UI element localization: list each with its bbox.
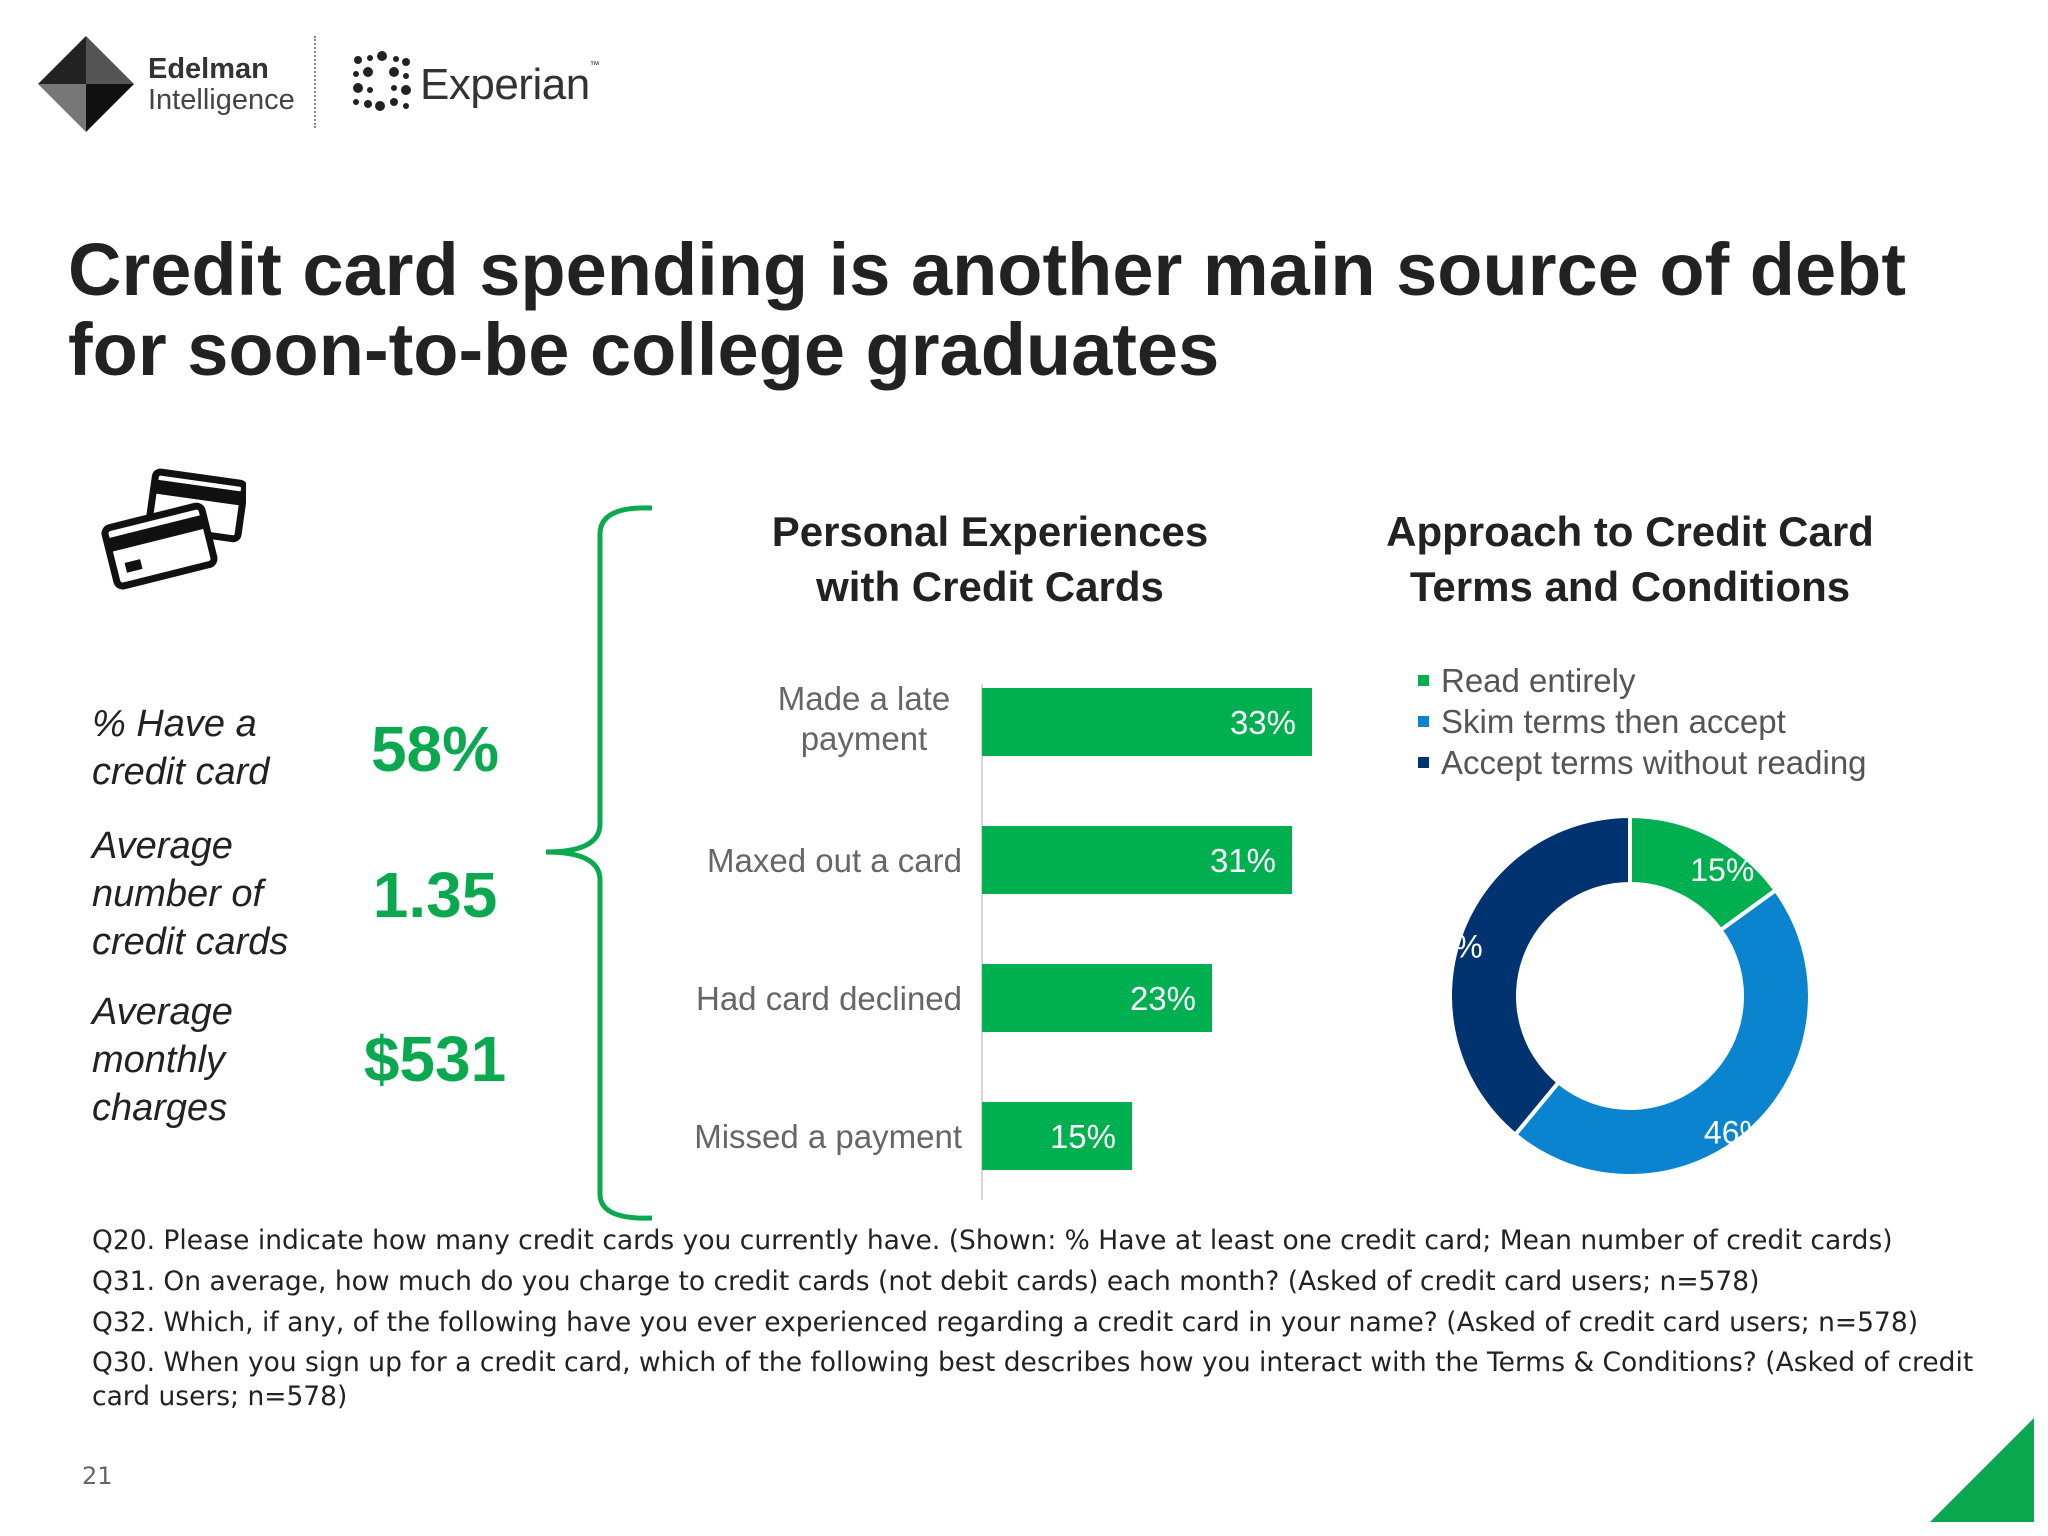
stat-label-monthly-charges: Average monthly charges [92, 991, 233, 1129]
donut-slice-2 [1448, 813, 1632, 1138]
bar-1 [982, 826, 1292, 894]
legend-item-1: Skim terms then accept [1418, 701, 1867, 742]
bar-category-label-1: Maxed out a card [707, 842, 962, 879]
corner-triangle-decoration [1930, 1418, 2034, 1522]
bar-chart-title: Personal Experiences with Credit Cards [771, 508, 1209, 610]
donut-label-1: 46% [1704, 1114, 1768, 1150]
stat-value-monthly-charges: $531 [363, 1023, 507, 1095]
donut-slice-1 [1512, 887, 1812, 1178]
legend-label-2: Accept terms without reading [1441, 744, 1867, 781]
legend-swatch-0 [1418, 675, 1429, 686]
donut-chart: 15% 46% 39% [1440, 813, 1812, 1178]
bar-chart: 33% Made a late payment 31% Maxed out a card… [694, 680, 1312, 1200]
footnote-q31: Q31. On average, how much do you charge … [92, 1266, 1760, 1297]
bar-category-label-2: Had card declined [696, 980, 962, 1017]
bar-2 [982, 964, 1212, 1032]
bar-value-label-3: 15% [1050, 1118, 1116, 1155]
legend-label-1: Skim terms then accept [1441, 703, 1786, 740]
donut-legend: Read entirely Skim terms then accept Accep… [1418, 660, 1867, 783]
edelman-logo: Edelman Intelligence [148, 54, 295, 116]
legend-swatch-2 [1418, 757, 1429, 768]
experian-tm: ™ [589, 60, 600, 71]
donut-label-0: 15% [1690, 852, 1754, 888]
footnote-q32: Q32. Which, if any, of the following hav… [92, 1307, 1919, 1338]
bar-0 [982, 688, 1312, 756]
stat-value-avg-cards: 1.35 [372, 859, 498, 931]
credit-cards-icon [101, 468, 246, 590]
edelman-logo-line1: Edelman [148, 53, 269, 85]
logo-divider [314, 36, 316, 128]
legend-item-2: Accept terms without reading [1418, 742, 1867, 783]
footnote-q20: Q20. Please indicate how many credit car… [92, 1225, 1893, 1256]
donut-label-2: 39% [1440, 929, 1483, 965]
page-number: 21 [82, 1462, 113, 1490]
bar-category-label-0: Made a late payment [778, 680, 950, 757]
footnotes: Q20. Please indicate how many credit car… [92, 1220, 2012, 1414]
legend-item-0: Read entirely [1418, 660, 1867, 701]
legend-swatch-1 [1418, 716, 1429, 727]
experian-logo: Experian™ [420, 60, 600, 110]
experian-logo-icon [353, 51, 411, 111]
donut-chart-title: Approach to Credit Card Terms and Condit… [1386, 508, 1874, 610]
edelman-logo-line2: Intelligence [148, 84, 295, 116]
bracket-brace [545, 505, 653, 1221]
bar-value-label-1: 31% [1210, 842, 1276, 879]
stat-value-have-card: 58% [370, 713, 500, 785]
page-title: Credit card spending is another main sou… [68, 228, 1906, 391]
bar-category-label-3: Missed a payment [694, 1118, 962, 1155]
bar-value-label-2: 23% [1130, 980, 1196, 1017]
bar-value-label-0: 33% [1230, 704, 1296, 741]
edelman-logo-icon [38, 36, 134, 132]
stat-label-have-card: % Have a credit card [92, 703, 270, 793]
legend-label-0: Read entirely [1441, 662, 1636, 699]
bar-3 [982, 1102, 1132, 1170]
experian-logo-text: Experian [420, 60, 590, 109]
footnote-q30: Q30. When you sign up for a credit card,… [92, 1347, 1974, 1412]
stat-label-avg-cards: Average number of credit cards [92, 825, 289, 963]
